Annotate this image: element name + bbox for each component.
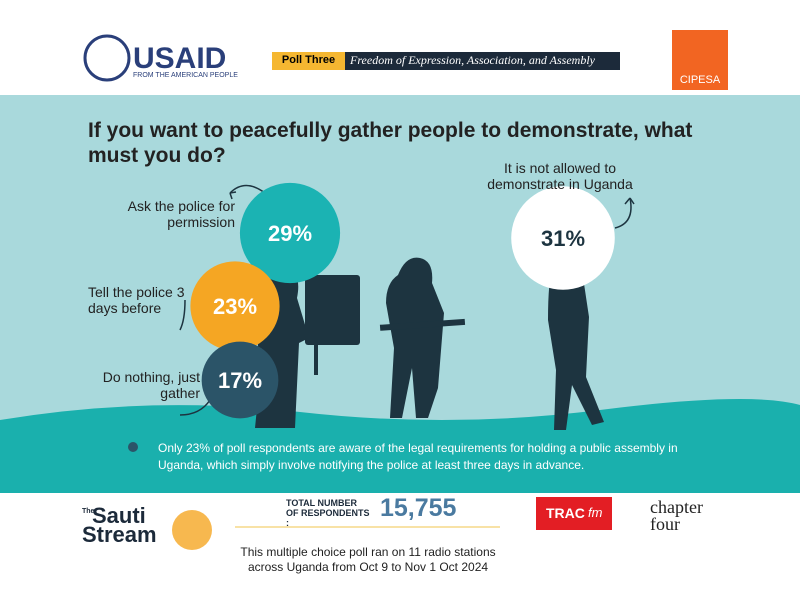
poll-label: Poll Three [281,54,336,66]
bubble [190,261,280,351]
value-label: 31% [541,226,585,251]
sauti-stream: Stream [82,522,157,547]
usaid-seal [83,34,131,82]
category-label: Tell the police 3 days before [88,284,185,316]
bubble [239,182,341,284]
value-label: 29% [268,221,312,246]
bubble [201,341,279,419]
category-label: Do nothing, just gather [102,369,200,401]
usaid-logo: USAID [133,42,227,75]
value-label: 17% [218,368,262,393]
category-label: It is not allowed to demonstrate in Ugan… [487,160,633,192]
method-note: This multiple choice poll ran on 11 radi… [240,545,496,574]
category-label: Ask the police for permission [127,198,235,230]
sauti-the: The [82,508,95,515]
sauti-name: Sauti [92,503,146,528]
value-label: 23% [213,294,257,319]
note-icon [128,442,138,452]
respondents: 15,755 [380,494,457,522]
chapter: chapter [650,497,703,517]
note: Only 23% of poll respondents are aware o… [158,441,678,472]
poll-topic-bar [345,52,620,70]
poll-topic: Freedom of Expression, Association, and … [350,53,595,67]
usaid-sub: FROM THE AMERICAN PEOPLE [133,72,238,79]
cipesa-logo [672,30,728,90]
poll-badge [272,52,345,70]
bubble [511,186,615,290]
arrows [179,184,635,416]
chart-title: If you want to peacefully gather people … [88,119,693,167]
respondents-label: TOTAL NUMBER OF RESPONDENTS : [286,498,370,528]
trac-logo [536,497,612,530]
trac: TRAC [546,505,585,521]
cipesa-name: CIPESA [679,74,721,86]
trac-fm: fm [588,505,603,520]
four: four [650,514,680,534]
sauti-emblem [172,510,212,550]
